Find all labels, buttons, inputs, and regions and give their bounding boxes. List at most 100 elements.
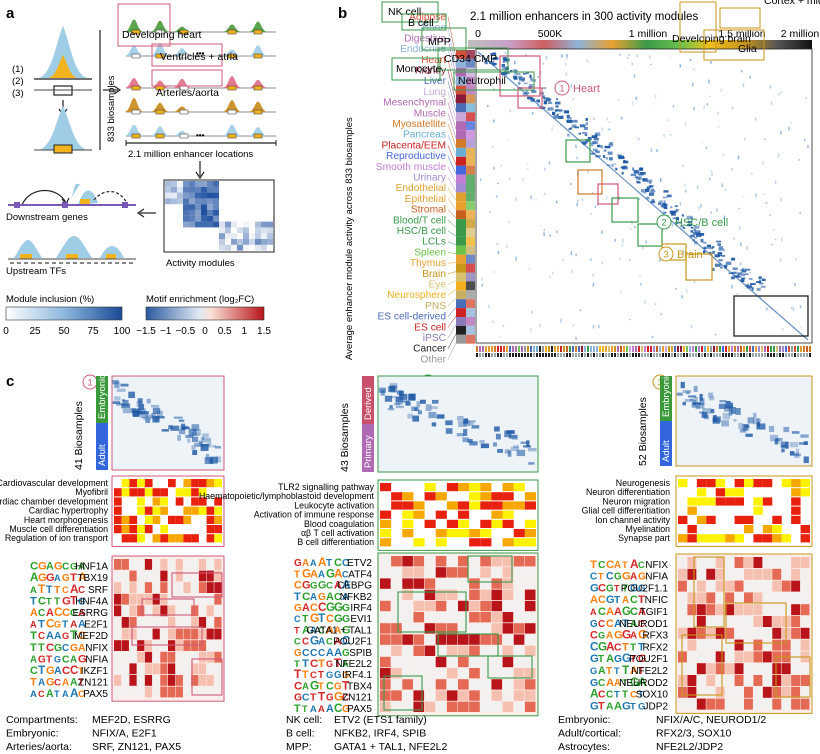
motif-logo-letter: C — [342, 635, 351, 648]
heatmap-cell — [502, 72, 507, 76]
go-cell — [121, 479, 130, 488]
motif-cell — [696, 604, 706, 616]
motif-cell — [191, 686, 199, 698]
heatmap-cell — [603, 149, 607, 152]
motif-cell — [198, 570, 207, 582]
bottom-strip-block — [701, 346, 703, 352]
heatmap-cell — [601, 230, 603, 235]
mini-heatmap-cell — [261, 227, 267, 234]
motif-logo-letter: G — [622, 652, 631, 665]
bottom-strip-block — [674, 346, 676, 352]
heatmap-cell — [487, 104, 489, 107]
motif-cell — [687, 639, 697, 651]
mini-heatmap-cell — [213, 186, 219, 193]
go-cell — [753, 497, 763, 506]
motif-enrichment-colorbar — [145, 306, 265, 321]
motif-cell — [458, 623, 469, 634]
heatmap-cell — [535, 198, 537, 201]
motif-cell — [502, 578, 514, 589]
motif-cell — [753, 639, 763, 651]
heatmap-cell — [515, 256, 517, 261]
motif-logo-letter: A — [630, 631, 637, 642]
heatmap-cell — [570, 251, 573, 256]
track-peak — [222, 24, 242, 32]
heatmap-cell — [583, 126, 588, 130]
motif-cell — [480, 567, 491, 578]
bottom-strip-block — [494, 346, 496, 352]
motif-cell — [413, 623, 425, 634]
go-cell — [502, 538, 514, 547]
bottom-strip-block — [635, 346, 637, 352]
activity-cell — [384, 395, 393, 402]
heatmap-cell — [681, 214, 684, 217]
ellipsis-top: ••• — [196, 49, 205, 58]
go-cell — [762, 497, 773, 506]
motif-cell — [198, 651, 207, 663]
motif-cell — [137, 605, 145, 617]
tissue-label: LCLs — [422, 237, 446, 248]
motif-cell — [696, 698, 706, 710]
motif-cell — [129, 559, 137, 570]
go-cell — [191, 488, 199, 497]
heatmap-cell — [614, 238, 616, 242]
bottom-strip-block — [524, 346, 526, 352]
heatmap-cell — [799, 212, 801, 214]
go-cell — [391, 501, 403, 510]
tissue-strip-block — [456, 76, 466, 86]
track-peak — [150, 43, 170, 56]
go-cell — [696, 534, 707, 543]
activity-cell — [742, 423, 749, 431]
motif-logo-letter: C — [310, 602, 318, 614]
heatmap-cell — [708, 251, 712, 255]
go-cell — [734, 497, 744, 506]
motif-cell — [191, 628, 199, 640]
heatmap-cell — [807, 144, 809, 149]
heatmap-cell — [570, 83, 572, 88]
motif-logo-letter: C — [302, 693, 310, 704]
subpanel-activity-heatmap — [377, 375, 539, 473]
activity-cell — [680, 381, 685, 389]
motif-cell — [413, 556, 425, 567]
bottom-strip-block — [764, 346, 766, 352]
go-cell — [175, 497, 184, 506]
motif-cell — [772, 616, 782, 627]
go-cell — [706, 534, 716, 543]
motif-cell — [168, 651, 176, 663]
summary-key: B cell: — [286, 728, 315, 740]
motif-cell — [744, 686, 753, 698]
motif-cell — [458, 634, 469, 645]
motif-logo-letter: T — [30, 677, 37, 689]
heatmap-cell — [751, 172, 753, 175]
motif-logo-letter: G — [622, 606, 631, 618]
bottom-strip-block — [782, 346, 784, 352]
motif-logo-letter: A — [302, 624, 310, 636]
go-cell — [800, 488, 810, 497]
heatmap-cell — [649, 185, 654, 188]
motif-cell — [183, 582, 191, 593]
bottom-strip-block — [632, 346, 634, 352]
tissue-label: Liver — [424, 76, 447, 87]
tissue-strip-block — [456, 50, 466, 59]
heatmap-cell — [576, 200, 579, 202]
motif-logo-letter: A — [54, 665, 62, 677]
heatmap-cell — [547, 102, 553, 104]
motif-cell — [791, 592, 801, 604]
bottom-strip-block — [578, 346, 580, 352]
heatmap-cell — [740, 279, 745, 283]
heatmap-cell — [558, 109, 563, 112]
go-cell — [469, 538, 481, 547]
heatmap-cell — [719, 252, 723, 257]
bottom-strip-block — [629, 346, 631, 352]
motif-cell — [491, 668, 503, 679]
motif-cell — [524, 679, 536, 690]
motif-cell — [435, 701, 447, 712]
heatmap-cell — [638, 198, 641, 200]
activity-cell — [526, 440, 530, 448]
activity-cell — [739, 428, 747, 433]
motif-cell — [469, 589, 480, 600]
motif-logo-letter: G — [590, 666, 597, 676]
activity-cell — [191, 424, 200, 431]
go-cell — [380, 483, 392, 492]
heatmap-cell — [587, 170, 589, 174]
tissue-label: Epithelial — [405, 194, 446, 205]
